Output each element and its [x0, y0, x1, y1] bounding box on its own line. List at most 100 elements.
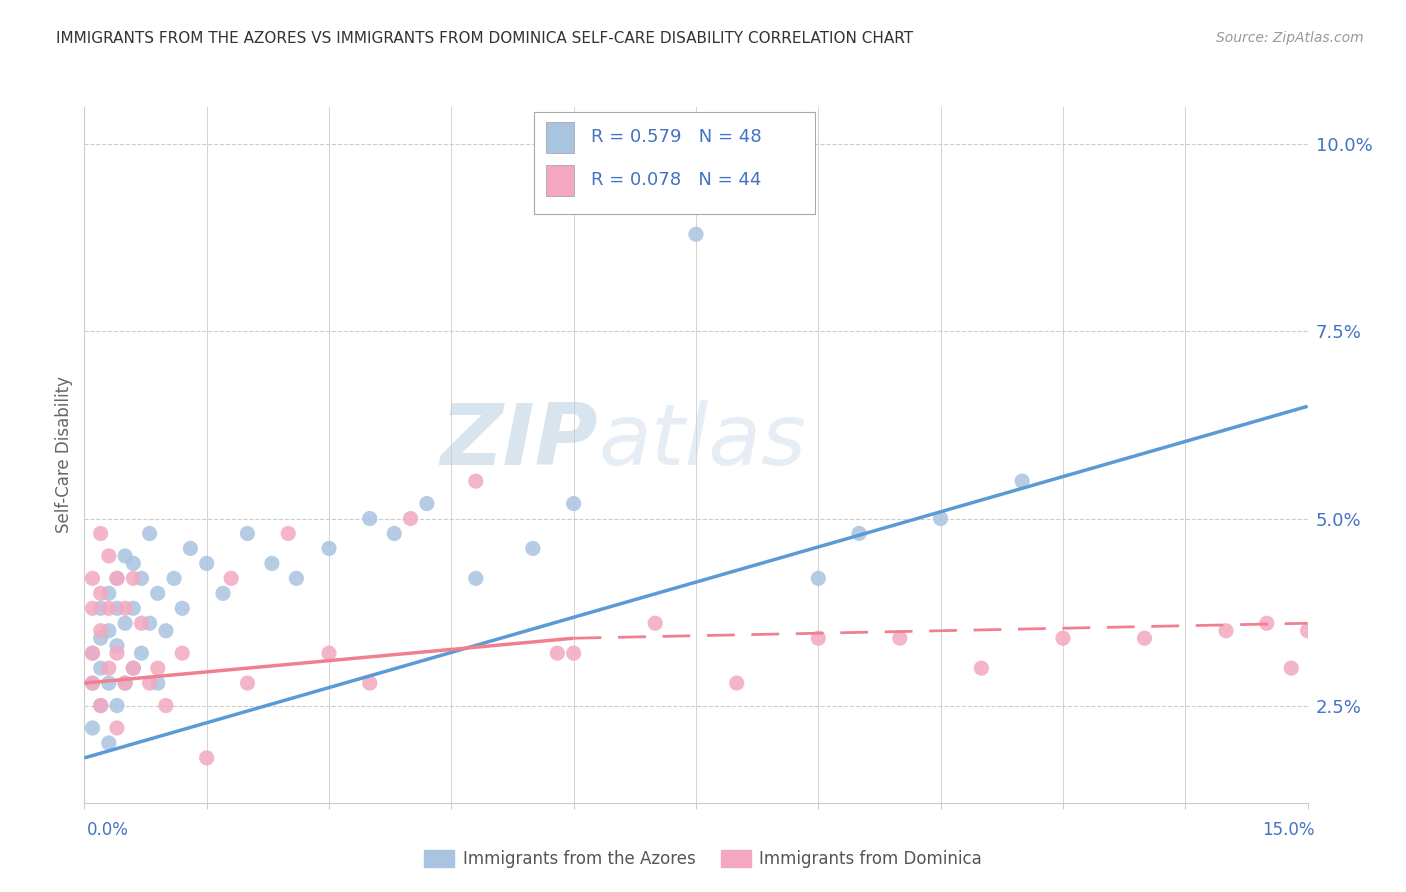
- Point: [562, 646, 585, 660]
- Y-axis label: Self-Care Disability: Self-Care Disability: [55, 376, 73, 533]
- Point: [382, 526, 405, 541]
- Point: [138, 616, 160, 631]
- Point: [464, 474, 486, 488]
- Point: [97, 736, 120, 750]
- Text: ZIP: ZIP: [440, 400, 598, 483]
- Point: [359, 676, 381, 690]
- Point: [1052, 631, 1074, 645]
- Point: [889, 631, 911, 645]
- Point: [562, 497, 585, 511]
- Point: [172, 601, 194, 615]
- Point: [97, 549, 120, 563]
- Text: 15.0%: 15.0%: [1263, 821, 1315, 838]
- Point: [163, 571, 186, 585]
- Point: [131, 616, 153, 631]
- Point: [105, 721, 128, 735]
- Point: [725, 676, 748, 690]
- Point: [318, 646, 340, 660]
- Point: [90, 526, 112, 541]
- Point: [122, 661, 145, 675]
- Point: [114, 601, 136, 615]
- Point: [105, 571, 128, 585]
- Text: R = 0.579   N = 48: R = 0.579 N = 48: [591, 128, 761, 146]
- Point: [155, 624, 177, 638]
- Point: [277, 526, 299, 541]
- Point: [807, 571, 830, 585]
- Point: [848, 526, 870, 541]
- Point: [105, 698, 128, 713]
- Point: [807, 631, 830, 645]
- Point: [236, 526, 259, 541]
- Point: [359, 511, 381, 525]
- Point: [97, 601, 120, 615]
- Point: [685, 227, 707, 242]
- Point: [97, 661, 120, 675]
- Point: [82, 646, 104, 660]
- Text: 0.0%: 0.0%: [87, 821, 129, 838]
- Point: [82, 601, 104, 615]
- Point: [195, 751, 218, 765]
- Point: [970, 661, 993, 675]
- Point: [146, 586, 169, 600]
- Point: [464, 571, 486, 585]
- Point: [219, 571, 242, 585]
- Point: [82, 646, 104, 660]
- Point: [82, 721, 104, 735]
- Point: [122, 571, 145, 585]
- Point: [114, 616, 136, 631]
- Point: [105, 571, 128, 585]
- Point: [416, 497, 439, 511]
- Point: [131, 571, 153, 585]
- Text: R = 0.078   N = 44: R = 0.078 N = 44: [591, 171, 761, 189]
- Point: [195, 557, 218, 571]
- FancyBboxPatch shape: [546, 165, 574, 195]
- Point: [1296, 624, 1319, 638]
- Point: [105, 646, 128, 660]
- Point: [146, 661, 169, 675]
- Point: [1256, 616, 1278, 631]
- Point: [122, 557, 145, 571]
- FancyBboxPatch shape: [546, 122, 574, 153]
- Point: [172, 646, 194, 660]
- Point: [82, 676, 104, 690]
- Point: [644, 616, 666, 631]
- Point: [105, 639, 128, 653]
- Point: [285, 571, 308, 585]
- Point: [90, 586, 112, 600]
- Point: [114, 549, 136, 563]
- Point: [179, 541, 201, 556]
- Point: [105, 601, 128, 615]
- Point: [1279, 661, 1302, 675]
- Text: Source: ZipAtlas.com: Source: ZipAtlas.com: [1216, 31, 1364, 45]
- Point: [90, 631, 112, 645]
- Point: [114, 676, 136, 690]
- Legend: Immigrants from the Azores, Immigrants from Dominica: Immigrants from the Azores, Immigrants f…: [418, 843, 988, 875]
- Point: [90, 601, 112, 615]
- Point: [399, 511, 422, 525]
- Point: [236, 676, 259, 690]
- Point: [260, 557, 283, 571]
- Point: [97, 676, 120, 690]
- Text: atlas: atlas: [598, 400, 806, 483]
- Point: [114, 676, 136, 690]
- Text: IMMIGRANTS FROM THE AZORES VS IMMIGRANTS FROM DOMINICA SELF-CARE DISABILITY CORR: IMMIGRANTS FROM THE AZORES VS IMMIGRANTS…: [56, 31, 914, 46]
- Point: [90, 698, 112, 713]
- Point: [122, 661, 145, 675]
- Point: [546, 646, 568, 660]
- Point: [1133, 631, 1156, 645]
- Point: [522, 541, 544, 556]
- Point: [212, 586, 235, 600]
- Point: [131, 646, 153, 660]
- Point: [90, 698, 112, 713]
- Point: [90, 624, 112, 638]
- Point: [318, 541, 340, 556]
- Point: [1011, 474, 1033, 488]
- Point: [97, 586, 120, 600]
- Point: [155, 698, 177, 713]
- Point: [82, 676, 104, 690]
- Point: [97, 624, 120, 638]
- Point: [1215, 624, 1237, 638]
- Point: [122, 601, 145, 615]
- Point: [146, 676, 169, 690]
- Point: [929, 511, 952, 525]
